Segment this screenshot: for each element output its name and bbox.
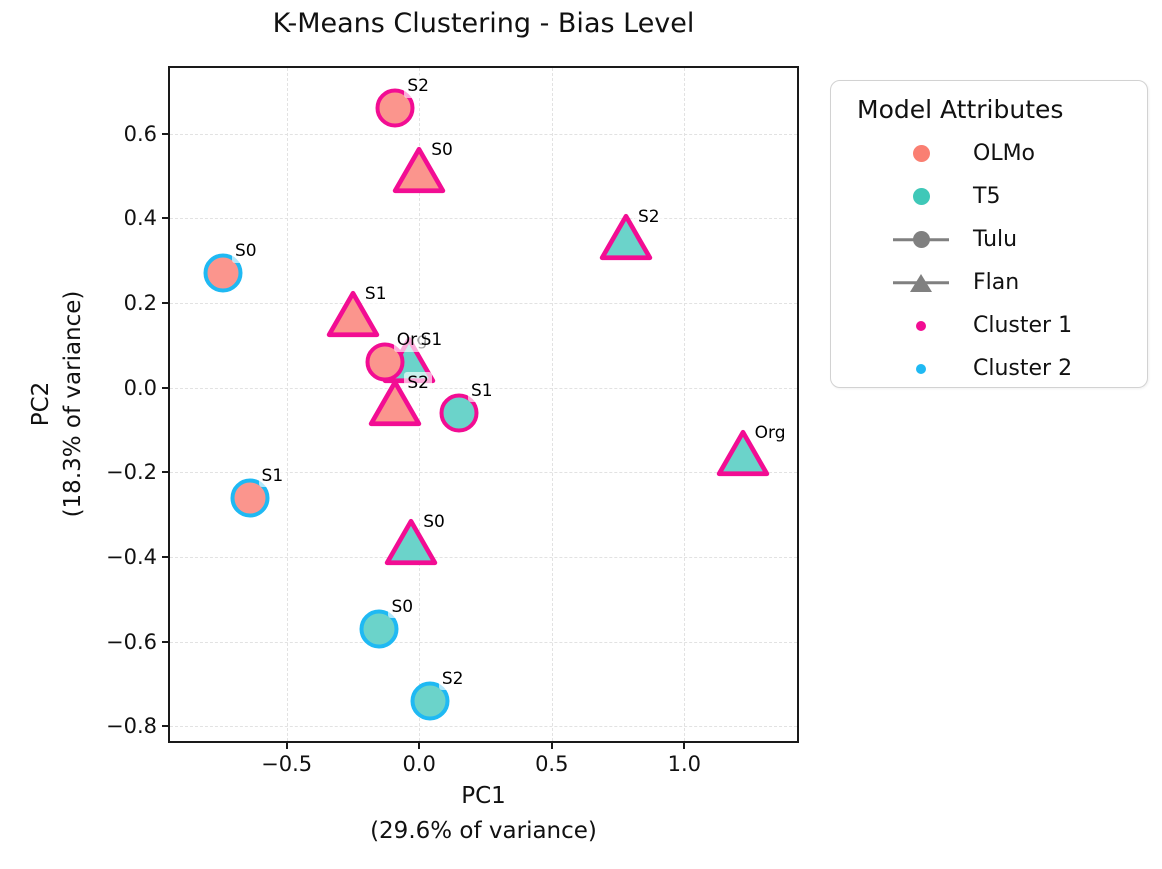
data-point-triangle	[384, 518, 438, 570]
y-tick-mark	[162, 471, 170, 474]
legend-label-cluster1: Cluster 1	[973, 313, 1073, 338]
y-gridline	[170, 302, 797, 304]
y-tick-mark	[162, 301, 170, 304]
plot-area: −0.5 0.0 0.5 1.0 0.6 0.4 0.2 0.0 −0.2 −0.4 −0.6 −0.…	[106, 66, 799, 776]
x-tick-mark	[550, 741, 553, 749]
data-point-label: S1	[361, 282, 390, 305]
y-gridline	[170, 472, 797, 474]
circle-marker-icon	[893, 218, 949, 261]
olmo-dot-icon	[893, 132, 949, 175]
y-tick-label: 0.0	[123, 375, 157, 400]
data-point-label: S2	[635, 206, 663, 229]
data-point-label: S2	[404, 75, 432, 98]
data-point-label: S1	[417, 329, 446, 352]
x-tick-label: 0.0	[402, 752, 436, 776]
y-gridline	[170, 641, 797, 643]
x-gridline	[286, 68, 288, 741]
y-tick-mark	[162, 555, 170, 558]
data-point-label: S1	[467, 379, 496, 403]
triangle-marker-icon	[893, 261, 949, 304]
data-point-label: S0	[420, 511, 448, 534]
y-tick-label: −0.2	[106, 460, 157, 485]
x-axis-label-main: PC1	[461, 783, 506, 809]
x-tick-mark	[285, 741, 288, 749]
y-tick-mark	[162, 725, 170, 728]
y-axis-label-sub: (18.3% of variance)	[60, 290, 86, 518]
x-gridline	[419, 68, 421, 741]
legend-item-olmo: OLMo	[831, 132, 1147, 175]
x-axis-label: PC1 (29.6% of variance)	[168, 779, 799, 848]
legend-label-tulu: Tulu	[973, 227, 1018, 252]
y-tick-label: 0.4	[123, 206, 157, 231]
data-point-label: S1	[258, 464, 287, 487]
x-tick-label: 1.0	[667, 752, 702, 776]
x-tick-mark	[683, 741, 686, 749]
data-point-triangle	[368, 379, 422, 431]
x-tick-mark	[418, 741, 421, 749]
x-gridline	[684, 68, 686, 741]
y-tick-label: −0.8	[106, 714, 157, 739]
data-point-triangle	[599, 213, 653, 265]
legend-label-t5: T5	[973, 184, 1001, 209]
data-point-label: S2	[404, 371, 432, 394]
legend-title: Model Attributes	[857, 95, 1064, 124]
legend-item-cluster1: Cluster 1	[831, 304, 1147, 347]
data-point-circle	[203, 253, 243, 293]
y-tick-mark	[162, 217, 170, 220]
data-point-triangle	[326, 290, 380, 342]
data-point-circle	[230, 478, 270, 518]
cluster2-ring-icon	[893, 347, 949, 390]
y-gridline	[170, 133, 797, 135]
y-axis-label: PC2 (18.3% of variance)	[25, 184, 89, 624]
legend-item-tulu: Tulu	[831, 218, 1147, 261]
x-tick-label: 0.5	[535, 752, 569, 776]
legend-item-cluster2: Cluster 2	[831, 347, 1147, 390]
y-axis-label-main: PC2	[27, 381, 54, 427]
data-point-label: S0	[428, 138, 456, 162]
t5-dot-icon	[893, 175, 949, 218]
data-point-label: Org	[751, 422, 789, 445]
y-tick-label: 0.2	[123, 290, 157, 315]
data-point-triangle	[392, 146, 446, 198]
y-tick-mark	[162, 386, 170, 389]
y-gridline	[170, 218, 797, 220]
cluster1-ring-icon	[893, 304, 949, 347]
legend-label-olmo: OLMo	[973, 141, 1036, 166]
chart-title: K-Means Clustering - Bias Level	[272, 8, 695, 39]
x-axis-label-sub: (29.6% of variance)	[370, 817, 597, 844]
y-tick-mark	[162, 640, 170, 643]
data-point-triangle	[716, 429, 770, 481]
y-tick-mark	[162, 132, 170, 135]
y-gridline	[170, 726, 797, 728]
legend-item-flan: Flan	[831, 261, 1147, 304]
legend-item-t5: T5	[831, 175, 1147, 218]
data-point-label: S2	[438, 667, 467, 691]
data-point-label: S0	[232, 240, 260, 263]
y-tick-label: −0.4	[106, 544, 157, 569]
x-tick-label: −0.5	[261, 752, 313, 776]
legend-label-flan: Flan	[973, 270, 1020, 295]
legend: Model Attributes OLMo T5 Tulu Flan	[830, 80, 1148, 388]
x-gridline	[551, 68, 553, 741]
y-tick-label: −0.6	[106, 629, 157, 654]
legend-label-cluster2: Cluster 2	[973, 356, 1073, 381]
y-gridline	[170, 556, 797, 558]
data-point-label: S0	[388, 595, 417, 619]
y-tick-label: 0.6	[123, 121, 157, 146]
